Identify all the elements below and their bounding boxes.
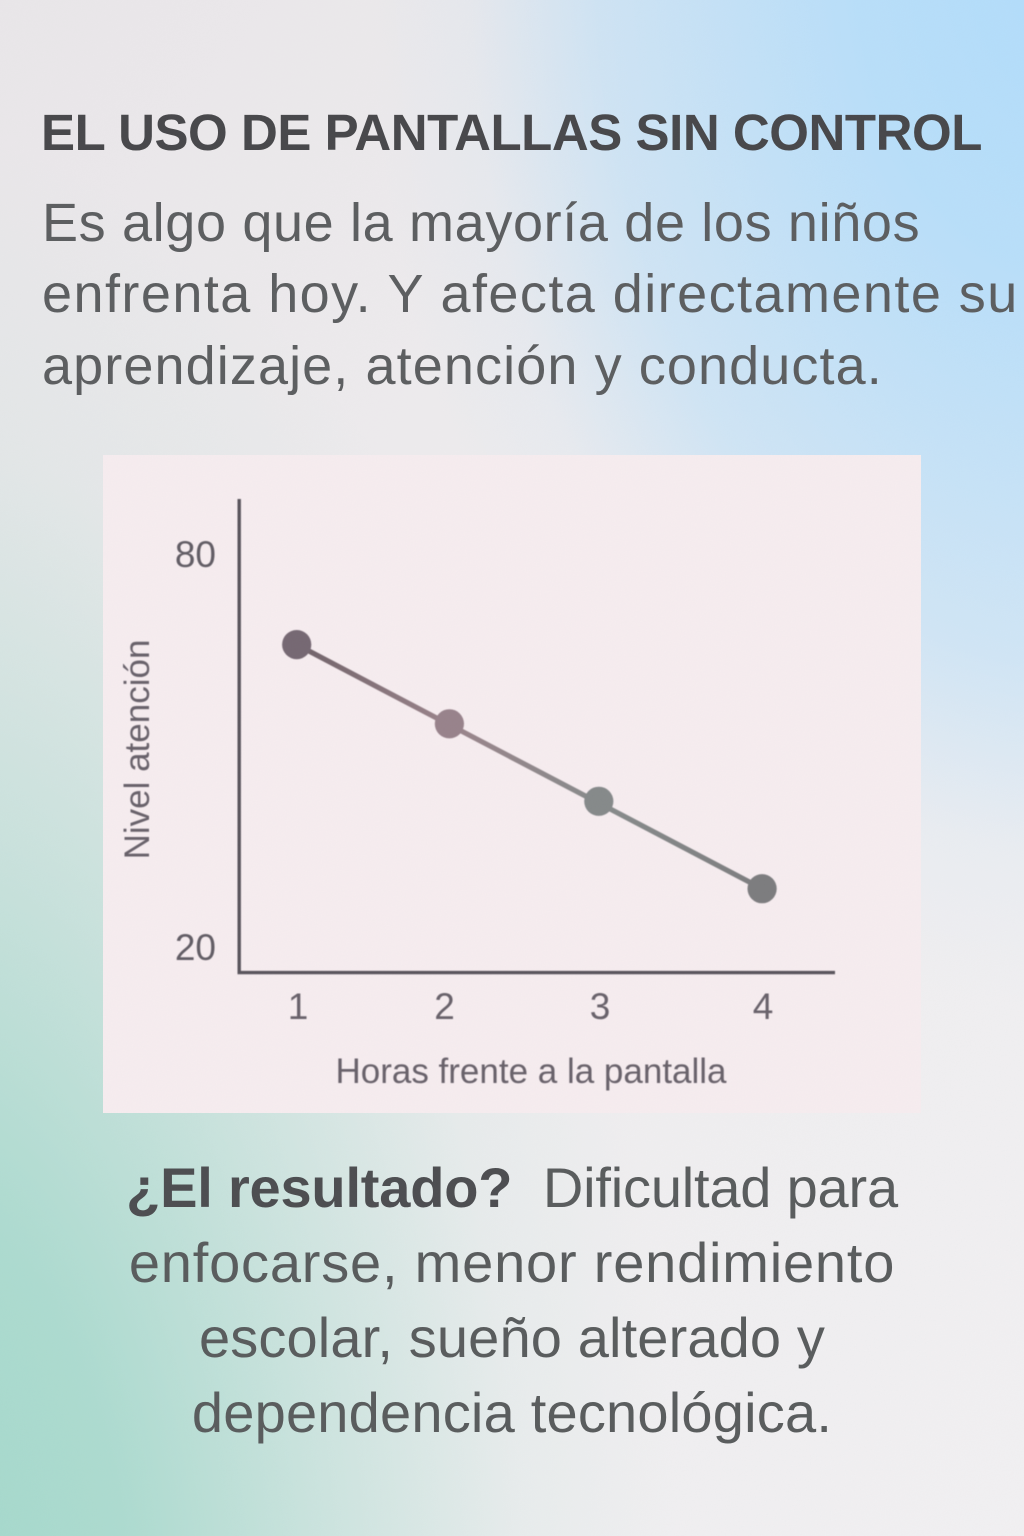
svg-text:3: 3 [590,986,611,1027]
svg-text:1: 1 [288,986,309,1027]
svg-text:2: 2 [434,986,455,1027]
svg-text:Nivel atención: Nivel atención [118,640,157,860]
svg-text:Horas frente a la pantalla: Horas frente a la pantalla [335,1052,727,1091]
svg-text:4: 4 [753,986,774,1027]
svg-text:80: 80 [175,534,216,575]
svg-text:20: 20 [175,927,216,968]
